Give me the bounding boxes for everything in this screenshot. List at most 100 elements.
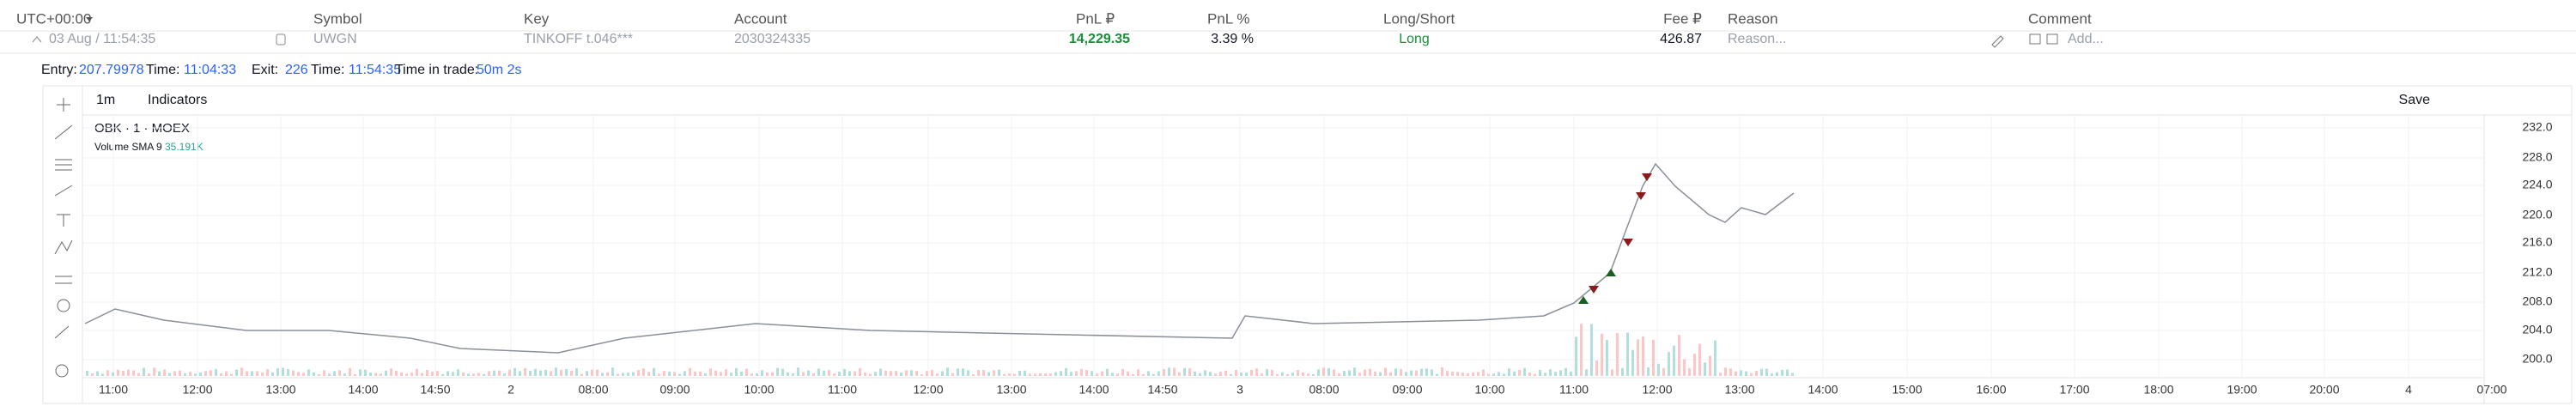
volume-bar bbox=[982, 369, 985, 376]
volume-bar bbox=[1008, 373, 1011, 376]
volume-bar bbox=[1379, 372, 1382, 376]
volume-bar bbox=[792, 373, 794, 376]
volume-bar bbox=[1539, 369, 1541, 376]
volume-bar bbox=[1523, 367, 1526, 376]
fee: 426.87 bbox=[1660, 32, 1702, 46]
x-tick-label: 11:00 bbox=[99, 383, 128, 397]
volume-bar bbox=[1214, 373, 1217, 376]
volume-bar bbox=[926, 371, 928, 376]
volume-bar bbox=[750, 373, 753, 376]
volume-bar bbox=[1142, 373, 1145, 376]
volume-bar bbox=[184, 373, 186, 376]
volume-bar bbox=[1626, 332, 1629, 376]
x-tick-label: 11:00 bbox=[828, 383, 857, 397]
volume-bar bbox=[1662, 367, 1665, 376]
y-tick-label: 208.0 bbox=[2522, 294, 2552, 308]
volume-bar bbox=[148, 373, 150, 376]
volume-bar bbox=[153, 367, 155, 376]
volume-bar bbox=[369, 373, 372, 376]
symbol: UWGN bbox=[313, 32, 357, 46]
volume-bar bbox=[1451, 371, 1454, 376]
volume-bar bbox=[225, 371, 228, 376]
side: Long bbox=[1399, 32, 1430, 46]
volume-bar bbox=[436, 371, 439, 376]
volume-bar bbox=[1657, 363, 1660, 376]
trade-datetime[interactable]: 03 Aug / 11:54:35 bbox=[49, 32, 155, 46]
image-icon[interactable] bbox=[2046, 33, 2058, 45]
column-header[interactable]: PnL ₽ bbox=[1076, 10, 1115, 27]
volume-bar bbox=[570, 370, 573, 376]
y-tick-label: 200.0 bbox=[2522, 352, 2552, 366]
volume-bar bbox=[560, 369, 562, 376]
volume-bar bbox=[1544, 373, 1546, 376]
volume-bar bbox=[1199, 373, 1201, 376]
interval[interactable]: 1m bbox=[96, 93, 115, 107]
volume-bar bbox=[802, 372, 805, 376]
volume-bar bbox=[1616, 333, 1619, 376]
volume-bar bbox=[998, 369, 1000, 376]
volume-bar bbox=[374, 373, 377, 376]
label: Entry: bbox=[41, 63, 77, 77]
x-tick-label: 12:00 bbox=[182, 383, 212, 397]
camera-icon[interactable] bbox=[2029, 33, 2041, 45]
volume-bar bbox=[740, 371, 743, 376]
volume-bar bbox=[812, 373, 815, 376]
volume-bar bbox=[725, 369, 727, 376]
volume-bar bbox=[833, 373, 835, 376]
volume-bar bbox=[194, 373, 197, 376]
collapse-icon[interactable] bbox=[32, 36, 42, 43]
volume-bar bbox=[1410, 370, 1413, 376]
reason[interactable]: Reason... bbox=[1728, 32, 1786, 46]
drawing-tools[interactable] bbox=[54, 98, 73, 378]
volume-bar bbox=[1394, 368, 1397, 376]
volume-bar bbox=[1492, 373, 1495, 376]
volume-bar bbox=[668, 371, 671, 376]
volume-bar bbox=[606, 372, 609, 376]
volume-bar bbox=[441, 373, 444, 376]
volume-bar bbox=[410, 373, 413, 376]
volume-bar bbox=[91, 373, 94, 376]
volume-bar bbox=[271, 372, 274, 376]
timezone[interactable]: UTC+00:00 bbox=[16, 10, 91, 27]
volume-bar bbox=[328, 373, 331, 376]
volume-bar bbox=[884, 370, 887, 376]
x-tick-label: 14:00 bbox=[1807, 383, 1838, 397]
edit-icon[interactable] bbox=[1991, 35, 2004, 48]
volume-bar bbox=[472, 373, 475, 376]
volume-bar bbox=[1297, 370, 1299, 376]
volume-bar bbox=[550, 371, 552, 376]
volume-bar bbox=[1719, 373, 1722, 376]
x-tick-label: 11:00 bbox=[1559, 383, 1589, 397]
y-tick-label: 204.0 bbox=[2522, 323, 2552, 336]
bookmark-icon[interactable] bbox=[276, 33, 286, 45]
volume-bar bbox=[1240, 373, 1242, 376]
volume-bar bbox=[426, 370, 428, 376]
column-header[interactable]: PnL % bbox=[1207, 10, 1249, 27]
volume-bar bbox=[1595, 360, 1598, 376]
save-button[interactable]: Save bbox=[2399, 93, 2431, 107]
volume-bar bbox=[1559, 370, 1562, 376]
volume-bar bbox=[390, 368, 392, 376]
volume-bar bbox=[240, 367, 243, 376]
volume-bar bbox=[215, 368, 217, 376]
volume-bar bbox=[307, 369, 310, 376]
volume-bar bbox=[854, 371, 856, 376]
column-header: Comment bbox=[2028, 10, 2092, 27]
volume-bar bbox=[1101, 371, 1103, 376]
y-tick-label: 224.0 bbox=[2522, 178, 2552, 191]
volume-bar bbox=[987, 372, 990, 376]
volume-bar bbox=[1791, 373, 1794, 376]
volume-bar bbox=[1786, 369, 1789, 376]
volume-bar bbox=[467, 373, 470, 376]
volume-bar bbox=[276, 368, 279, 376]
x-tick-label: 08:00 bbox=[1309, 383, 1339, 397]
indicators-button[interactable]: Indicators bbox=[148, 93, 207, 107]
volume-bar bbox=[508, 369, 511, 376]
volume-bar bbox=[1266, 369, 1268, 376]
volume-bar bbox=[1039, 373, 1042, 376]
volume-bar bbox=[1358, 373, 1361, 376]
volume-bar bbox=[1127, 371, 1129, 376]
volume-bar bbox=[807, 370, 810, 376]
comment[interactable]: Add... bbox=[2068, 32, 2104, 46]
